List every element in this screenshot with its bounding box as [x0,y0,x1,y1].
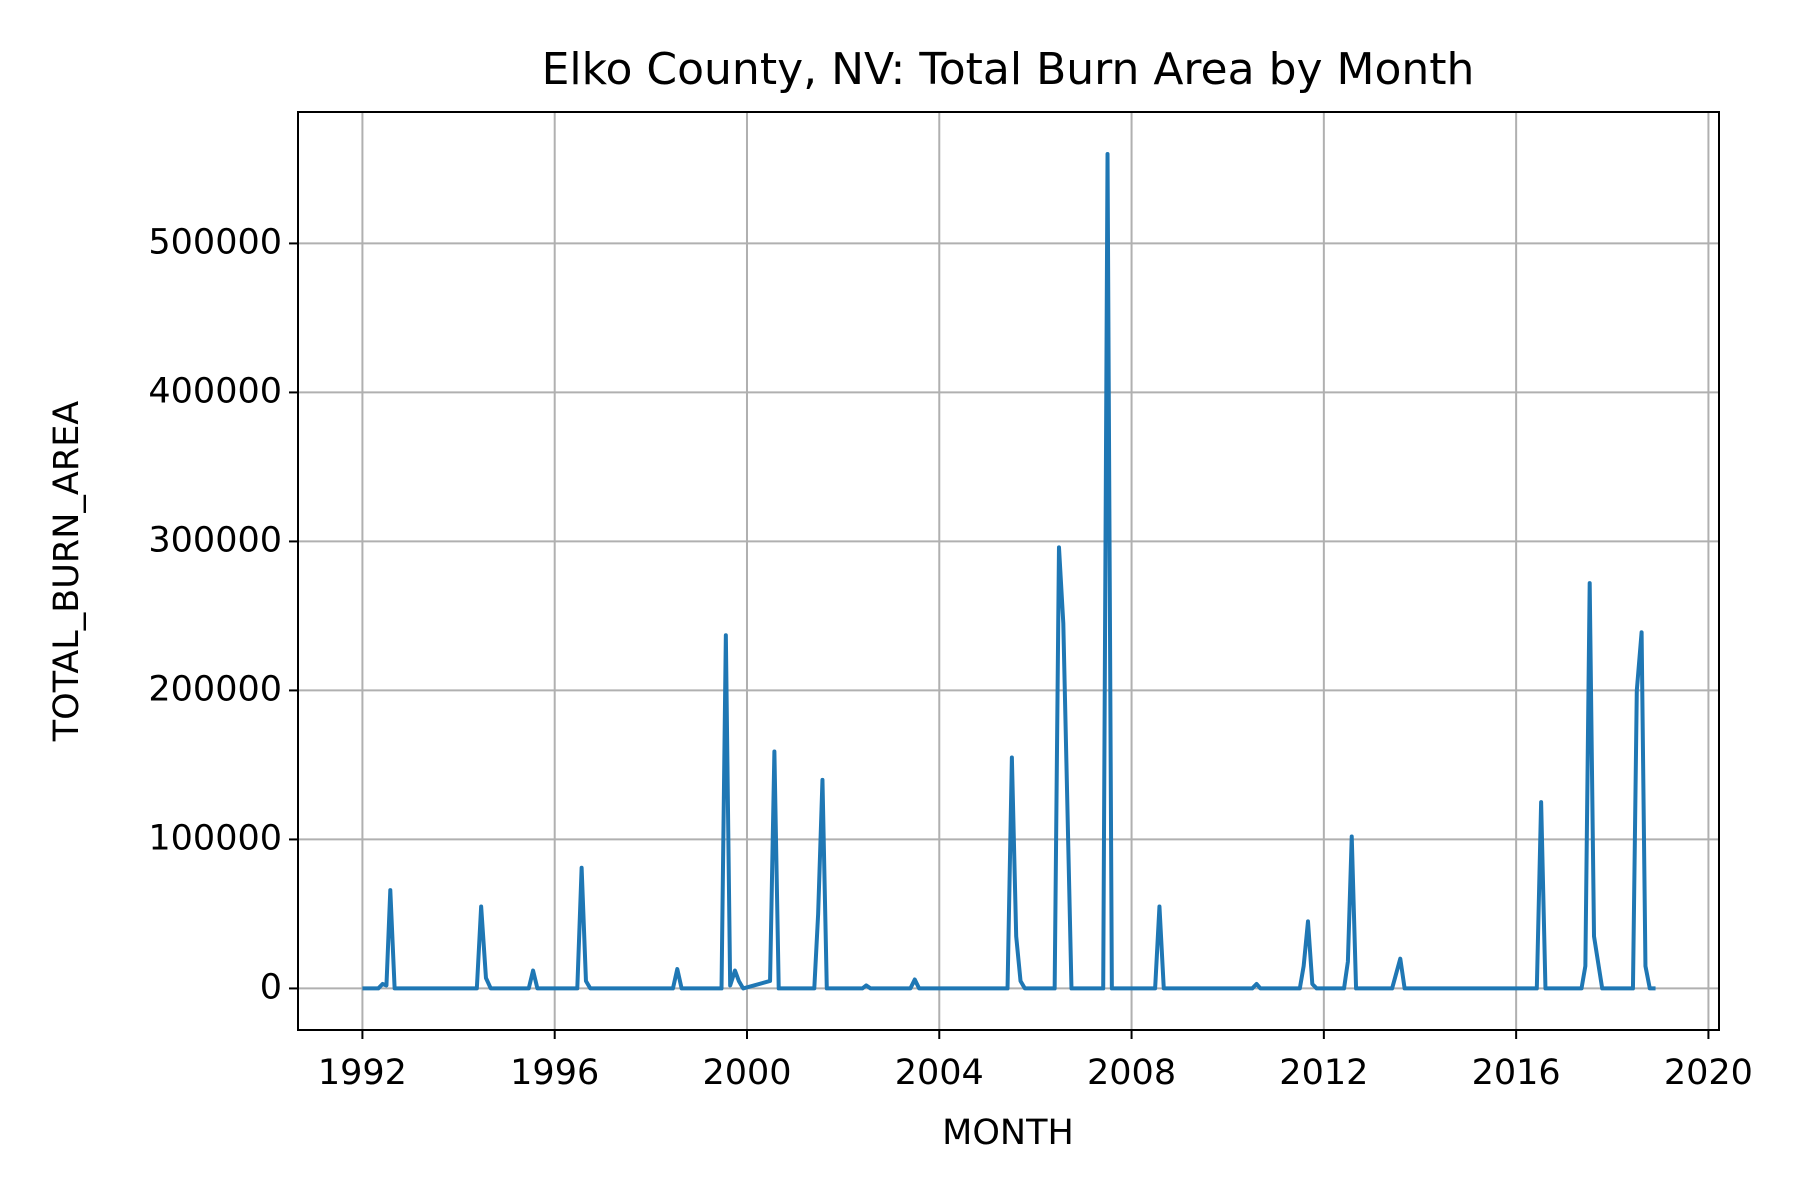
y-tick-label: 500000 [148,222,282,262]
x-tick-label: 2008 [1087,1053,1176,1093]
y-axis-label: TOTAL_BURN_AREA [47,401,87,743]
x-tick-label: 2000 [702,1053,791,1093]
x-tick-label: 2016 [1472,1053,1561,1093]
y-tick-label: 100000 [148,818,282,858]
y-tick-label: 300000 [148,520,282,560]
chart-title: Elko County, NV: Total Burn Area by Mont… [542,44,1475,95]
x-tick-label: 1992 [318,1053,407,1093]
x-tick-label: 2012 [1279,1053,1368,1093]
x-axis-label: MONTH [942,1113,1074,1153]
y-tick-label: 0 [260,967,282,1007]
x-tick-label: 1996 [510,1053,599,1093]
plot-frame [297,111,1720,1031]
y-tick-label: 400000 [148,371,282,411]
y-tick-label: 200000 [148,669,282,709]
x-tick-label: 2020 [1664,1053,1753,1093]
data-line [362,152,1656,991]
x-tick-label: 2004 [895,1053,984,1093]
